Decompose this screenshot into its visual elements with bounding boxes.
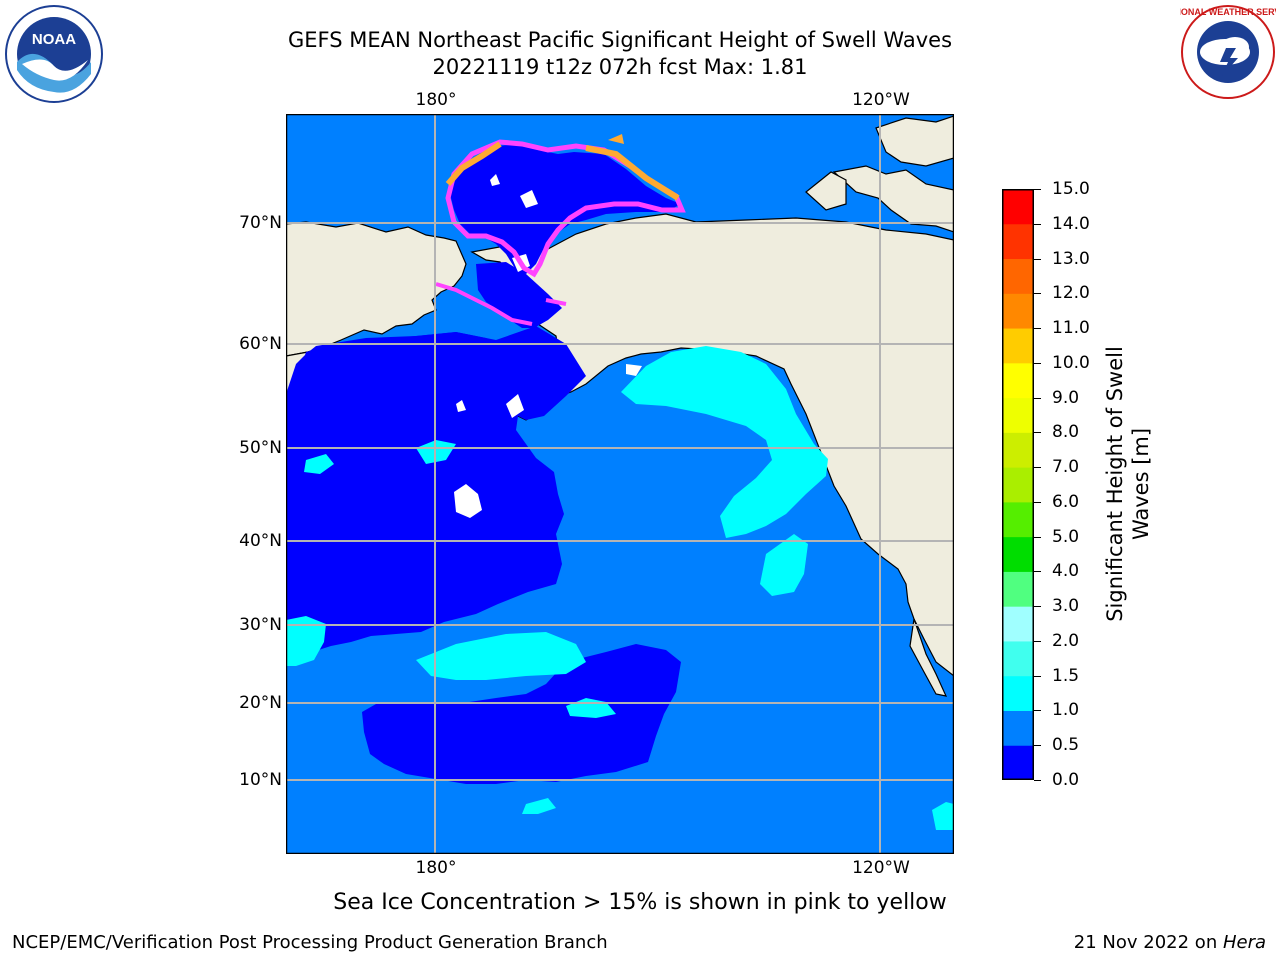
colorbar-title-line2: Waves [m] bbox=[1129, 427, 1153, 541]
footer-date: 21 Nov 2022 on Hera bbox=[1074, 932, 1266, 953]
footer-credit: NCEP/EMC/Verification Post Processing Pr… bbox=[12, 932, 608, 953]
colorbar-tick-label: 11.0 bbox=[1052, 318, 1090, 339]
sea-ice bbox=[435, 134, 686, 326]
colorbar-frame bbox=[1002, 189, 1034, 780]
colorbar-swatch bbox=[1002, 640, 1034, 677]
colorbar-swatch bbox=[1002, 745, 1034, 781]
colorbar-swatch bbox=[1002, 293, 1034, 329]
colorbar-tick-label: 8.0 bbox=[1052, 422, 1080, 443]
lat-label-30n: 30°N bbox=[239, 615, 282, 635]
colorbar bbox=[1002, 189, 1034, 781]
colorbar-title-line1: Significant Height of Swell bbox=[1103, 346, 1127, 622]
colorbar-tick-label: 15.0 bbox=[1052, 179, 1090, 199]
colorbar-swatch bbox=[1002, 328, 1034, 364]
colorbar-tick-mark bbox=[1034, 536, 1041, 538]
colorbar-tick-label: 0.0 bbox=[1052, 770, 1080, 790]
colorbar-tick-mark bbox=[1034, 189, 1041, 190]
colorbar-tick-mark bbox=[1034, 293, 1041, 295]
lat-label-70n: 70°N bbox=[239, 213, 282, 233]
colorbar-tick-mark bbox=[1034, 606, 1041, 608]
lon-label-top-180: 180° bbox=[415, 90, 457, 110]
colorbar-tick-label: 12.0 bbox=[1052, 283, 1090, 304]
colorbar-tick-label: 6.0 bbox=[1052, 491, 1080, 512]
colorbar-swatch bbox=[1002, 362, 1034, 399]
colorbar-swatch bbox=[1002, 571, 1034, 607]
colorbar-tick-label: 10.0 bbox=[1052, 352, 1090, 373]
colorbar-tick-mark bbox=[1034, 362, 1041, 364]
colorbar-tick-label: 3.0 bbox=[1052, 596, 1080, 617]
noaa-logo: NOAA bbox=[4, 4, 104, 104]
sea-ice-note: Sea Ice Concentration > 15% is shown in … bbox=[333, 890, 947, 915]
graticule bbox=[286, 114, 954, 854]
map-frame bbox=[285, 113, 955, 855]
nws-logo: NATIONAL WEATHER SERVICE bbox=[1161, 4, 1280, 100]
colorbar-tick-mark bbox=[1034, 467, 1041, 469]
colorbar-swatch bbox=[1002, 675, 1034, 711]
chart-subtitle: 20221119 t12z 072h fcst Max: 1.81 bbox=[432, 55, 808, 79]
lat-label-10n: 10°N bbox=[239, 770, 282, 790]
colorbar-tick-mark bbox=[1034, 745, 1041, 747]
colorbar-tick-label: 4.0 bbox=[1052, 561, 1080, 582]
colorbar-swatch bbox=[1002, 432, 1034, 468]
colorbar-tick-mark bbox=[1034, 328, 1041, 330]
colorbar-tick-label: 2.0 bbox=[1052, 630, 1080, 651]
lon-label-bottom-180: 180° bbox=[415, 858, 457, 878]
colorbar-swatch bbox=[1002, 710, 1034, 746]
lat-label-40n: 40°N bbox=[239, 531, 282, 551]
colorbar-tick-label: 1.5 bbox=[1052, 665, 1080, 686]
colorbar-tick-mark bbox=[1034, 675, 1041, 677]
lat-label-20n: 20°N bbox=[239, 693, 282, 713]
colorbar-swatch bbox=[1002, 536, 1034, 572]
colorbar-swatch bbox=[1002, 397, 1034, 433]
colorbar-tick-label: 0.5 bbox=[1052, 735, 1080, 756]
colorbar-tick-mark bbox=[1034, 432, 1041, 434]
colorbar-tick-label: 14.0 bbox=[1052, 213, 1090, 234]
colorbar-tick-mark bbox=[1034, 640, 1041, 642]
colorbar-tick-mark bbox=[1034, 571, 1041, 573]
lat-label-50n: 50°N bbox=[239, 438, 282, 458]
colorbar-tick-label: 7.0 bbox=[1052, 457, 1080, 478]
colorbar-tick-label: 9.0 bbox=[1052, 387, 1080, 408]
colorbar-tick-label: 13.0 bbox=[1052, 248, 1090, 269]
chart-title: GEFS MEAN Northeast Pacific Significant … bbox=[287, 28, 953, 52]
colorbar-swatch bbox=[1002, 606, 1034, 642]
lat-label-60n: 60°N bbox=[239, 334, 282, 354]
colorbar-tick-mark bbox=[1034, 780, 1041, 781]
colorbar-tick-mark bbox=[1034, 223, 1041, 225]
footer-host: Hera bbox=[1222, 932, 1266, 953]
colorbar-tick-label: 5.0 bbox=[1052, 526, 1080, 547]
colorbar-swatch bbox=[1002, 189, 1034, 225]
colorbar-swatch bbox=[1002, 223, 1034, 260]
land bbox=[285, 115, 955, 709]
noaa-logo-text: NOAA bbox=[32, 31, 76, 48]
footer-date-text: 21 Nov 2022 on bbox=[1073, 932, 1223, 953]
lon-label-top-120w: 120°W bbox=[852, 90, 910, 110]
colorbar-swatch bbox=[1002, 467, 1034, 503]
colorbar-swatch bbox=[1002, 501, 1034, 538]
colorbar-tick-mark bbox=[1034, 258, 1041, 260]
map-panel bbox=[285, 113, 955, 855]
colorbar-tick-mark bbox=[1034, 710, 1041, 712]
map-canvas bbox=[285, 113, 955, 855]
lon-label-bottom-120w: 120°W bbox=[852, 858, 910, 878]
svg-text:NATIONAL WEATHER SERVICE: NATIONAL WEATHER SERVICE bbox=[1180, 7, 1276, 17]
colorbar-tick-label: 1.0 bbox=[1052, 700, 1080, 721]
colorbar-swatch bbox=[1002, 258, 1034, 294]
colorbar-swatches bbox=[1002, 189, 1034, 781]
colorbar-tick-mark bbox=[1034, 397, 1041, 399]
colorbar-tick-mark bbox=[1034, 501, 1041, 503]
